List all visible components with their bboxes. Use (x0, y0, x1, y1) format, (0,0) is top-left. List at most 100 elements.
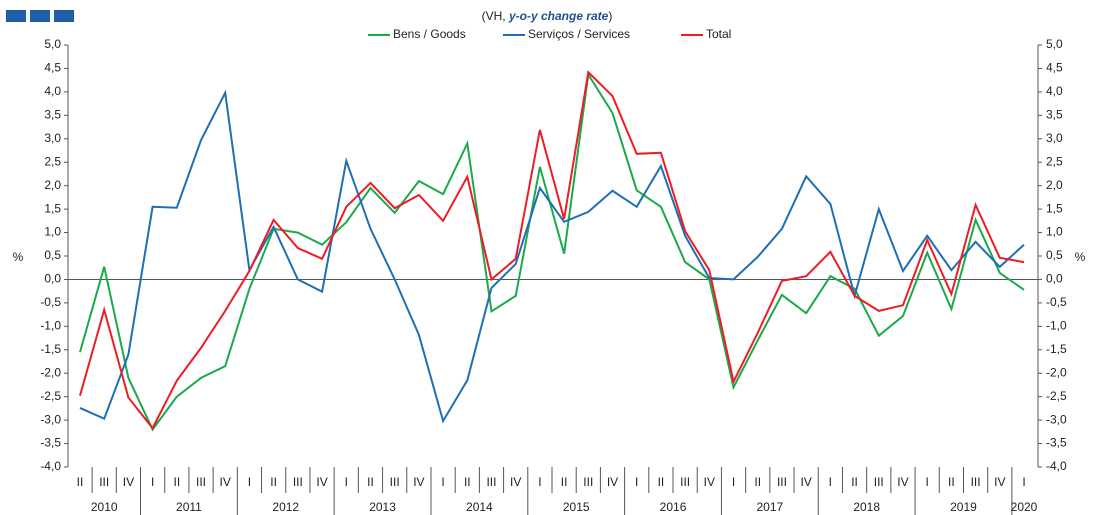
series-line (79, 89, 1025, 424)
logo-block (6, 10, 26, 22)
y-tick-label: 4,0 (44, 84, 61, 98)
y-tick-label: -3,0 (40, 412, 61, 426)
y2-tick-label: 3,0 (1046, 131, 1063, 145)
y-tick-label: -1,5 (40, 342, 61, 356)
y-axis-label: % (13, 250, 24, 264)
year-label: 2011 (176, 500, 202, 514)
y2-tick-label: -1,0 (1046, 319, 1067, 333)
x-tick-label: III (99, 475, 109, 489)
y-tick-label: 4,5 (44, 61, 61, 75)
x-tick-label: IV (800, 475, 811, 489)
x-tick-label: IV (510, 475, 521, 489)
y-tick-label: -1,0 (40, 319, 61, 333)
x-tick-label: II (658, 475, 665, 489)
logo-block (30, 10, 50, 22)
x-tick-label: III (777, 475, 787, 489)
x-tick-label: III (680, 475, 690, 489)
chart-subtitle: (VH, y-o-y change rate) (482, 9, 613, 23)
x-tick-label: IV (316, 475, 327, 489)
y-tick-label: 3,5 (44, 108, 61, 122)
y2-tick-label: -2,0 (1046, 365, 1067, 379)
x-tick-label: III (390, 475, 400, 489)
y-tick-label: -3,5 (40, 436, 61, 450)
y2-tick-label: -1,5 (1046, 342, 1067, 356)
y-tick-label: 1,5 (44, 201, 61, 215)
y2-tick-label: 4,0 (1046, 84, 1063, 98)
year-label: 2013 (369, 500, 396, 514)
x-tick-label: II (173, 475, 180, 489)
y2-tick-label: -0,5 (1046, 295, 1067, 309)
y2-tick-label: 2,0 (1046, 178, 1063, 192)
y-tick-label: -2,0 (40, 365, 61, 379)
year-label: 2015 (563, 500, 590, 514)
legend-label: Bens / Goods (393, 27, 466, 41)
series-line (79, 70, 1025, 430)
subtitle-suffix: ) (608, 9, 612, 23)
y-tick-label: 0,5 (44, 248, 61, 262)
x-tick-label: III (196, 475, 206, 489)
x-tick-label: II (367, 475, 374, 489)
subtitle-prefix: (VH, (482, 9, 506, 23)
x-tick-label: II (77, 475, 84, 489)
x-tick-label: IV (413, 475, 424, 489)
y2-tick-label: -3,5 (1046, 436, 1067, 450)
y2-tick-label: -2,5 (1046, 389, 1067, 403)
legend-label: Serviços / Services (528, 27, 630, 41)
x-tick-label: I (732, 475, 735, 489)
year-label: 2012 (272, 500, 299, 514)
y2-tick-label: 4,5 (1046, 61, 1063, 75)
y-tick-label: 3,0 (44, 131, 61, 145)
year-label: 2010 (91, 500, 118, 514)
x-tick-label: I (151, 475, 154, 489)
x-tick-label: II (851, 475, 858, 489)
y-tick-label: -0,5 (40, 295, 61, 309)
year-label: 2014 (466, 500, 493, 514)
x-tick-label: I (926, 475, 929, 489)
y-tick-label: -4,0 (40, 459, 61, 473)
x-tick-label: IV (994, 475, 1005, 489)
x-tick-label: IV (607, 475, 618, 489)
y2-tick-label: -3,0 (1046, 412, 1067, 426)
year-label: 2017 (756, 500, 783, 514)
x-tick-label: IV (897, 475, 908, 489)
y2-tick-label: 3,5 (1046, 108, 1063, 122)
x-tick-label: I (248, 475, 251, 489)
y-tick-label: 0,0 (44, 272, 61, 286)
x-tick-label: II (270, 475, 277, 489)
x-tick-label: III (874, 475, 884, 489)
y2-tick-label: 0,5 (1046, 248, 1063, 262)
x-tick-label: II (948, 475, 955, 489)
x-tick-label: III (486, 475, 496, 489)
y2-tick-label: 5,0 (1046, 37, 1063, 51)
subtitle-emphasis: y-o-y change rate (508, 9, 609, 23)
y-tick-label: 1,0 (44, 225, 61, 239)
x-tick-label: I (829, 475, 832, 489)
x-tick-label: IV (220, 475, 231, 489)
x-tick-label: II (754, 475, 761, 489)
year-label: 2016 (660, 500, 687, 514)
x-tick-label: II (561, 475, 568, 489)
y2-axis-label: % (1075, 250, 1086, 264)
y2-tick-label: 1,5 (1046, 201, 1063, 215)
y2-tick-label: 0,0 (1046, 272, 1063, 286)
year-label: 2020 (1011, 500, 1038, 514)
logo-block (54, 10, 74, 22)
x-tick-label: IV (123, 475, 134, 489)
x-tick-label: I (1022, 475, 1025, 489)
x-tick-label: I (635, 475, 638, 489)
y2-tick-label: 1,0 (1046, 225, 1063, 239)
x-tick-label: IV (704, 475, 715, 489)
x-tick-label: I (441, 475, 444, 489)
y-tick-label: 5,0 (44, 37, 61, 51)
series-line (79, 71, 1025, 432)
y-tick-label: -2,5 (40, 389, 61, 403)
x-tick-label: II (464, 475, 471, 489)
x-tick-label: III (971, 475, 981, 489)
x-tick-label: I (345, 475, 348, 489)
year-label: 2019 (950, 500, 977, 514)
year-label: 2018 (853, 500, 880, 514)
legend-label: Total (706, 27, 731, 41)
y-tick-label: 2,0 (44, 178, 61, 192)
